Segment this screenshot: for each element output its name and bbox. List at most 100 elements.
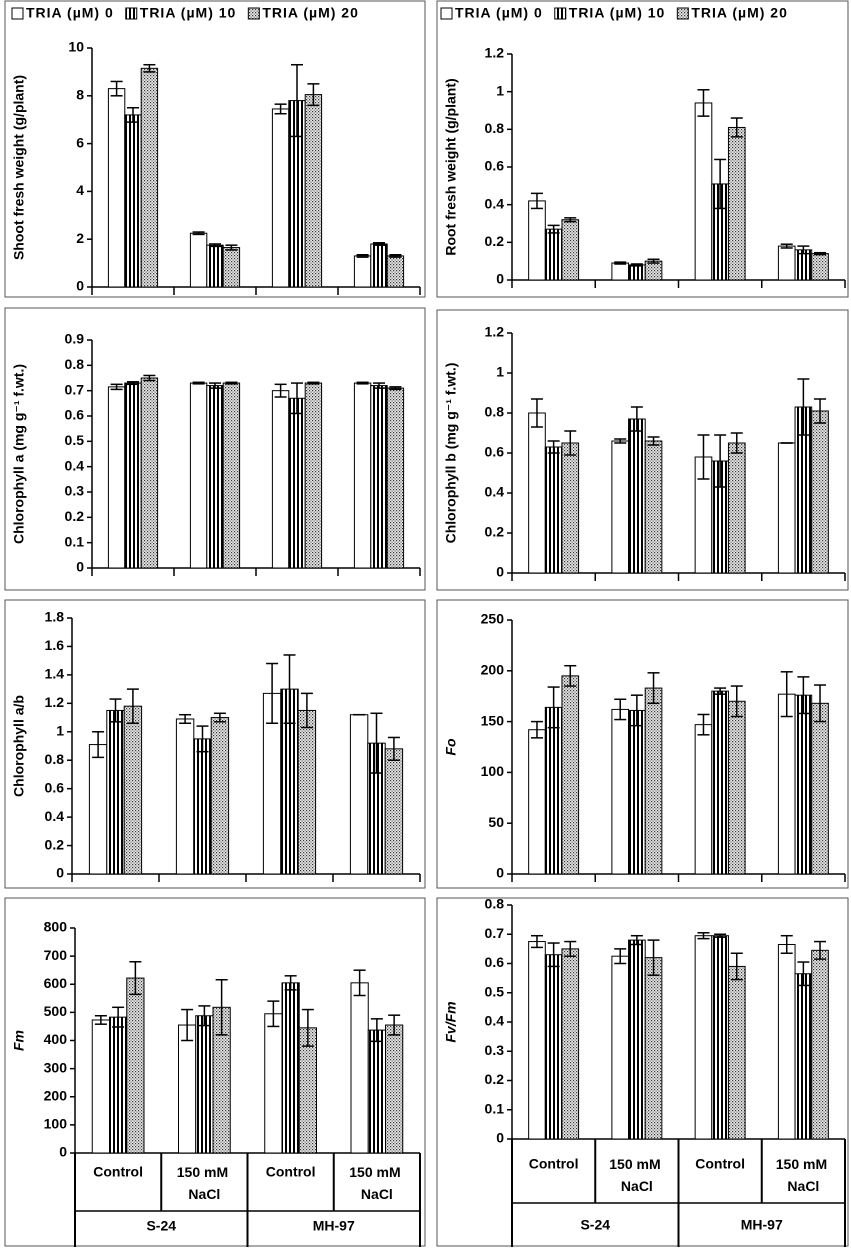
bar <box>189 232 208 288</box>
y-tick-label: 100 <box>44 1116 68 1132</box>
legend-label: TRIA (µM) 0 <box>26 5 114 21</box>
error-bar <box>370 1018 383 1043</box>
bar <box>288 397 306 569</box>
y-tick-label: 0 <box>76 559 84 575</box>
error-bar <box>356 253 369 258</box>
error-bar <box>614 438 627 444</box>
error-bar <box>291 63 303 138</box>
bar <box>811 253 829 281</box>
x-tick-label: Control <box>93 1164 143 1180</box>
bar <box>694 935 713 1140</box>
legend-swatch <box>554 7 567 20</box>
legend-swatch <box>247 7 260 20</box>
bar <box>628 709 646 875</box>
error-bar <box>143 374 156 382</box>
bar <box>794 973 813 1140</box>
x-tick-label: 150 mM NaCl <box>776 1156 831 1194</box>
group-label: MH-97 <box>741 1217 783 1233</box>
y-tick-label: 0 <box>76 278 84 294</box>
error-bar <box>192 381 205 385</box>
bar <box>91 1019 110 1154</box>
y-tick-label: 2 <box>76 230 84 246</box>
y-tick-label: 300 <box>44 1059 68 1075</box>
bar <box>109 1016 128 1154</box>
error-bar <box>198 1005 211 1027</box>
error-bar <box>373 382 385 389</box>
bar <box>353 382 372 569</box>
bar <box>561 442 580 574</box>
y-tick-label: 1.8 <box>45 609 65 625</box>
error-bar <box>388 1014 401 1036</box>
y-tick-label: 0.3 <box>485 1042 505 1058</box>
y-tick-label: 0.2 <box>485 524 505 540</box>
bar <box>628 418 646 574</box>
error-bar <box>110 80 123 97</box>
bar <box>206 385 224 569</box>
bar <box>281 982 300 1154</box>
bar <box>264 1013 283 1154</box>
legend-swatch <box>125 7 138 20</box>
group-label: S-24 <box>580 1217 610 1233</box>
y-tick-label: 1.2 <box>485 324 505 340</box>
bar <box>178 1024 197 1154</box>
bar <box>88 744 108 875</box>
error-bar <box>387 736 400 761</box>
y-tick-label: 0 <box>56 865 64 881</box>
y-tick-label: 10 <box>68 39 84 55</box>
bar <box>561 948 580 1140</box>
bar <box>727 442 746 574</box>
x-tick-label: Control <box>266 1164 316 1180</box>
bar <box>611 440 630 574</box>
bar <box>370 385 388 569</box>
bar <box>367 1029 386 1154</box>
bar <box>384 748 404 875</box>
error-bar <box>714 687 727 695</box>
y-tick-label: 0.4 <box>65 457 85 473</box>
y-tick-label: 400 <box>44 1031 68 1047</box>
error-bar <box>780 243 793 249</box>
y-tick-label: 0.4 <box>485 484 505 500</box>
y-tick-label: 700 <box>44 947 68 963</box>
bar <box>107 88 126 288</box>
error-bar <box>714 158 727 210</box>
legend-swatch <box>440 7 453 20</box>
x-tick-label: 150 mM NaCl <box>177 1164 232 1202</box>
y-tick-label: 0.8 <box>485 120 505 136</box>
y-axis-label: Chlorophyll a (mg g⁻¹ f.wt.) <box>11 364 27 544</box>
bar <box>126 977 145 1154</box>
panel-frame <box>436 599 849 889</box>
error-bar <box>630 934 643 946</box>
bar <box>644 687 663 875</box>
bar <box>811 410 829 574</box>
bar <box>123 705 143 875</box>
y-tick-label: 150 <box>481 712 505 728</box>
bar <box>195 1015 214 1154</box>
y-tick-label: 0.8 <box>485 404 505 420</box>
error-bar <box>353 969 366 997</box>
error-bar <box>213 712 226 723</box>
error-bar <box>797 245 810 255</box>
bar <box>777 245 796 281</box>
bar <box>528 729 546 875</box>
error-bar <box>300 692 313 729</box>
bar <box>353 255 372 288</box>
y-tick-label: 0.2 <box>45 836 65 852</box>
y-tick-label: 0 <box>496 564 504 580</box>
error-bar <box>192 231 205 236</box>
legend-label: TRIA (µM) 10 <box>140 5 237 21</box>
error-bar <box>225 244 238 251</box>
error-bar <box>143 63 156 73</box>
error-bar <box>730 117 743 138</box>
error-bar <box>215 979 228 1036</box>
y-tick-label: 0.4 <box>485 1013 505 1029</box>
panel-frame <box>436 0 849 298</box>
bar <box>124 114 142 288</box>
error-bar <box>274 383 287 398</box>
bar <box>777 693 796 875</box>
bar <box>644 957 663 1140</box>
x-tick-label: 150 mM NaCl <box>349 1164 404 1202</box>
error-bar <box>730 685 743 718</box>
y-tick-label: 200 <box>44 1087 68 1103</box>
legend-swatch <box>11 7 24 20</box>
